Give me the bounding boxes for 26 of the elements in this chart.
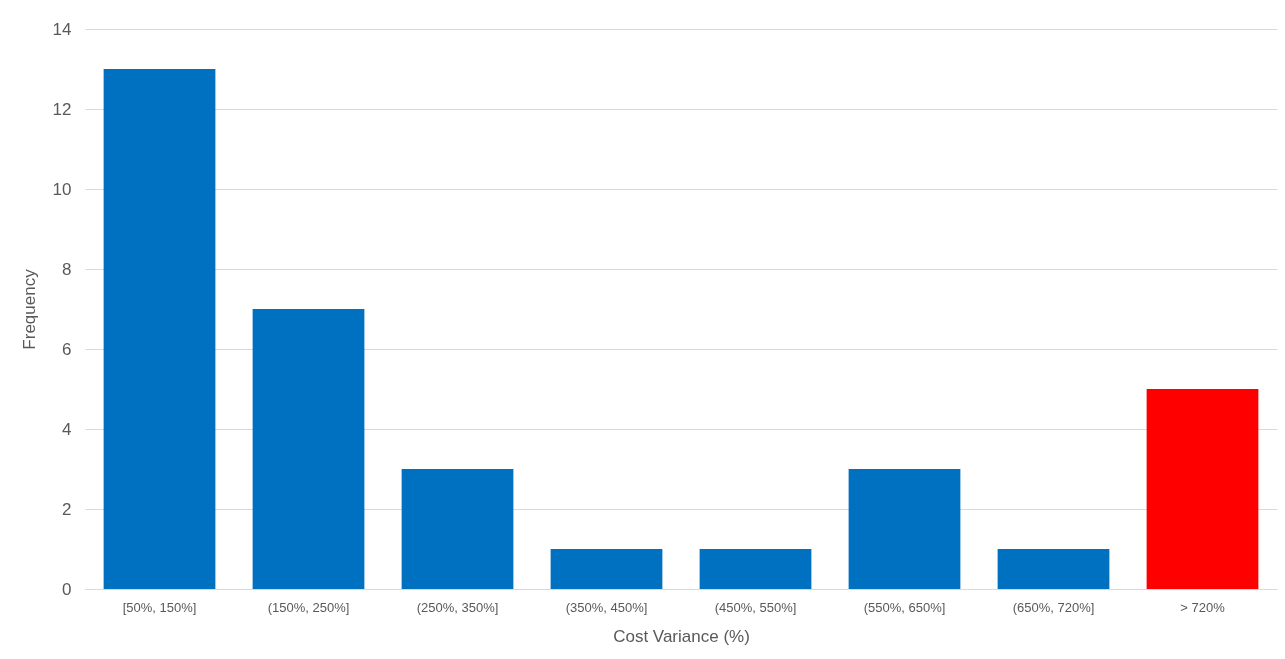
bar [997, 549, 1110, 589]
y-tick-label: 4 [62, 419, 72, 439]
x-tick-label: (450%, 550%] [714, 599, 797, 615]
y-axis-title: Frequency [19, 268, 39, 350]
x-tick-label: (150%, 250%] [267, 599, 350, 615]
y-tick-label: 10 [52, 179, 72, 199]
x-tick-label: (250%, 350%] [416, 599, 499, 615]
y-tick-label: 0 [62, 579, 72, 599]
bar [103, 69, 216, 589]
y-tick-label: 14 [52, 19, 72, 39]
bar [1146, 389, 1259, 589]
x-tick-label: (650%, 720%] [1012, 599, 1095, 615]
x-tick-label: (350%, 450%] [565, 599, 648, 615]
x-tick-label: [50%, 150%] [122, 599, 197, 615]
x-axis-title: Cost Variance (%) [613, 626, 750, 646]
y-tick-label: 8 [62, 259, 72, 279]
y-tick-label: 2 [62, 499, 72, 519]
bar [550, 549, 663, 589]
bar [401, 469, 514, 589]
y-tick-label: 12 [52, 99, 72, 119]
bar [848, 469, 961, 589]
y-tick-label: 6 [62, 339, 72, 359]
x-tick-label: (550%, 650%] [863, 599, 946, 615]
x-tick-label: > 720% [1180, 599, 1226, 615]
bar [699, 549, 812, 589]
bar [252, 309, 365, 589]
